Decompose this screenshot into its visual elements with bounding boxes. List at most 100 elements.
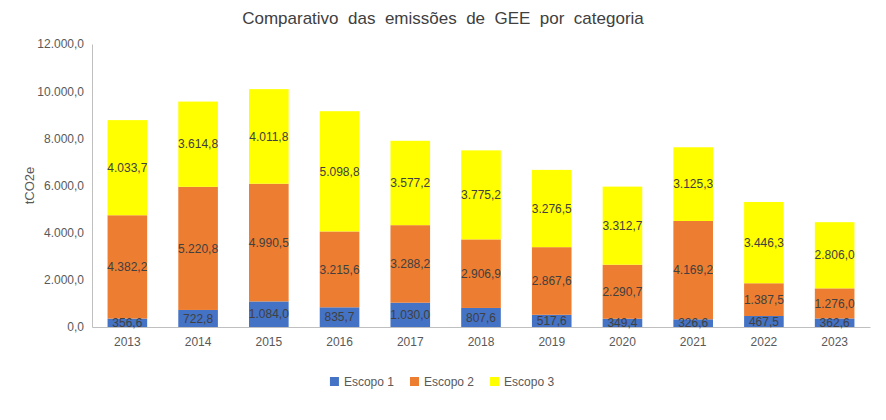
y-axis-title: tCO2e — [22, 167, 37, 205]
legend-swatch — [330, 377, 339, 386]
y-tick-label: 12.000,0 — [37, 37, 84, 51]
x-tick-label: 2019 — [538, 335, 565, 349]
x-tick-label: 2018 — [468, 335, 495, 349]
x-tick-label: 2014 — [185, 335, 212, 349]
legend-swatch — [490, 377, 499, 386]
x-tick: 2022 — [751, 327, 778, 349]
data-label: 4.382,2 — [107, 260, 147, 274]
bar — [178, 310, 218, 327]
y-tick: 2.000,0 — [44, 273, 92, 287]
bars — [108, 89, 855, 327]
x-tick: 2014 — [185, 327, 212, 349]
x-tick-label: 2020 — [609, 335, 636, 349]
bar — [178, 102, 218, 187]
bar — [249, 89, 289, 184]
bar — [815, 288, 855, 318]
bar — [108, 120, 148, 215]
y-tick-label: 2.000,0 — [44, 273, 84, 287]
data-label: 2.806,0 — [815, 248, 855, 262]
y-axis-line — [92, 45, 93, 328]
data-label: 2.290,7 — [602, 285, 642, 299]
bar — [603, 265, 643, 319]
y-tick-label: 6.000,0 — [44, 179, 84, 193]
x-tick-label: 2016 — [326, 335, 353, 349]
legend-label: Escopo 3 — [504, 375, 554, 389]
title: Comparativo das emissões de GEE por cate… — [242, 9, 644, 28]
x-tick-label: 2013 — [114, 335, 141, 349]
legend-item: Escopo 1 — [330, 375, 394, 389]
x-tick: 2020 — [609, 327, 636, 349]
data-label: 4.990,5 — [249, 236, 289, 250]
bar — [390, 141, 430, 225]
data-label: 1.030,0 — [390, 308, 430, 322]
x-tick-label: 2021 — [680, 335, 707, 349]
x-axis: 2013 2014 2015 2016 2017 2018 2019 2020 2021 2022… — [93, 327, 871, 349]
data-label: 1.276,0 — [815, 297, 855, 311]
legend: Escopo 1 Escopo 2 Escopo 3 — [330, 375, 554, 389]
data-label: 3.288,2 — [390, 257, 430, 271]
data-label: 3.276,5 — [532, 202, 572, 216]
bar — [390, 225, 430, 303]
bar — [744, 202, 784, 283]
x-tick-label: 2022 — [751, 335, 778, 349]
bar — [249, 184, 289, 302]
bar — [249, 301, 289, 327]
y-tick-label: 4.000,0 — [44, 226, 84, 240]
data-label: 3.312,7 — [602, 219, 642, 233]
y-axis: 0,02.000,04.000,06.000,08.000,010.000,01… — [37, 37, 92, 334]
bar — [108, 215, 148, 318]
y-tick: 6.000,0 — [44, 179, 92, 193]
data-label: 362,6 — [820, 316, 850, 330]
data-label: 517,6 — [537, 314, 567, 328]
data-label: 807,6 — [466, 311, 496, 325]
x-tick: 2019 — [538, 327, 565, 349]
data-label: 349,4 — [607, 316, 637, 330]
data-label: 722,8 — [183, 312, 213, 326]
legend-label: Escopo 1 — [344, 375, 394, 389]
bar — [673, 147, 713, 221]
bar — [603, 187, 643, 265]
data-label: 5.098,8 — [320, 165, 360, 179]
y-tick: 12.000,0 — [37, 37, 92, 51]
bar — [461, 308, 501, 327]
x-tick: 2023 — [821, 327, 848, 349]
plot: 0,02.000,04.000,06.000,08.000,010.000,01… — [37, 37, 870, 348]
bar — [320, 231, 360, 307]
bar — [390, 303, 430, 327]
bar — [744, 283, 784, 316]
y-tick: 4.000,0 — [44, 226, 92, 240]
bar — [673, 221, 713, 319]
data-label: 4.011,8 — [249, 130, 288, 144]
data-labels: 356,6 722,8 1.084,0 835,7 1.030,0 807,6 517,6 3… — [107, 130, 855, 331]
x-tick: 2015 — [255, 327, 282, 349]
x-tick: 2016 — [326, 327, 353, 349]
data-label: 835,7 — [325, 310, 355, 324]
bar — [178, 187, 218, 310]
data-label: 2.906,9 — [461, 267, 501, 281]
x-tick: 2018 — [468, 327, 495, 349]
bar — [815, 222, 855, 288]
legend-item: Escopo 3 — [490, 375, 554, 389]
data-label: 3.125,3 — [673, 177, 713, 191]
legend-label: Escopo 2 — [424, 375, 474, 389]
chart: Comparativo das emissões de GEE por cate… — [0, 0, 886, 420]
x-tick: 2017 — [397, 327, 424, 349]
x-tick: 2013 — [114, 327, 141, 349]
data-label: 4.169,2 — [673, 263, 713, 277]
legend-swatch — [410, 377, 419, 386]
y-tick: 10.000,0 — [37, 85, 92, 99]
bar — [461, 150, 501, 239]
bar — [320, 111, 360, 231]
y-tick: 8.000,0 — [44, 132, 92, 146]
x-tick-label: 2017 — [397, 335, 424, 349]
data-label: 356,6 — [112, 316, 142, 330]
data-label: 3.775,2 — [461, 188, 501, 202]
x-tick-label: 2023 — [821, 335, 848, 349]
data-label: 2.867,6 — [532, 274, 572, 288]
data-label: 1.387,5 — [744, 293, 784, 307]
bar — [320, 307, 360, 327]
data-label: 1.084,0 — [249, 307, 289, 321]
data-label: 4.033,7 — [107, 161, 147, 175]
bar — [532, 247, 572, 315]
data-label: 3.215,6 — [320, 263, 360, 277]
